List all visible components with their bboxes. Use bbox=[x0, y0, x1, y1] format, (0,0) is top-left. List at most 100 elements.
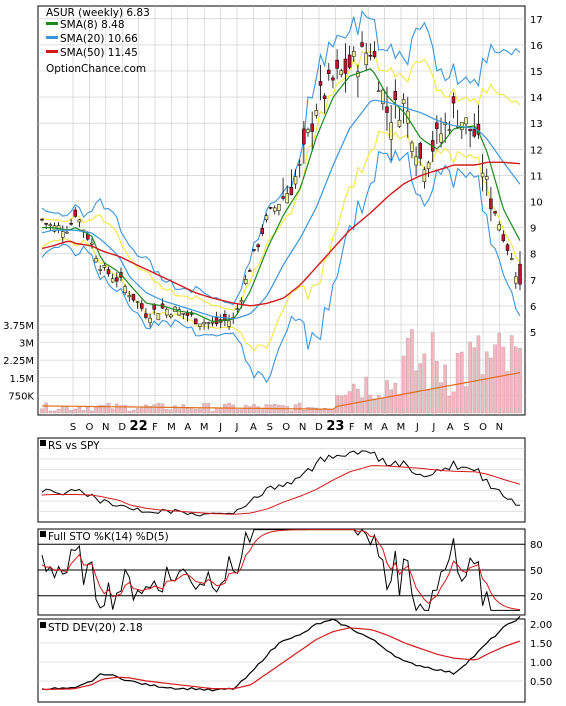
volume-bar bbox=[480, 374, 485, 414]
month-label: M bbox=[397, 422, 406, 433]
volume-tick-label: 1.5M bbox=[9, 374, 34, 385]
volume-bar bbox=[106, 403, 111, 414]
volume-bar bbox=[297, 402, 302, 414]
candle-body bbox=[194, 318, 198, 325]
candle-body bbox=[202, 322, 206, 325]
volume-bar bbox=[476, 335, 481, 414]
candle-body bbox=[351, 51, 356, 57]
candle-body bbox=[289, 186, 294, 196]
candle-body bbox=[206, 322, 211, 324]
volume-bar bbox=[460, 351, 464, 414]
candle-body bbox=[123, 286, 127, 293]
candle-body bbox=[98, 269, 102, 271]
volume-bar bbox=[310, 407, 314, 414]
volume-tick-label: 750K bbox=[8, 391, 34, 402]
month-label: S bbox=[267, 422, 273, 433]
volume-bar bbox=[177, 408, 181, 414]
candle-body bbox=[468, 128, 472, 132]
sma8-line bbox=[42, 68, 521, 323]
std-y-axis: 2.00 1.50 1.00 0.50 bbox=[530, 620, 552, 688]
month-label: M bbox=[167, 422, 176, 433]
candle-body bbox=[277, 204, 281, 211]
candle-body bbox=[318, 81, 323, 86]
month-label: A bbox=[250, 422, 257, 433]
volume-bar bbox=[156, 402, 161, 414]
candle-body bbox=[264, 215, 269, 221]
volume-bar bbox=[447, 396, 452, 414]
candle-body bbox=[273, 207, 277, 212]
price-y-axis: 17 16 15 14 13 12 11 10 9 8 7 6 5 bbox=[530, 15, 543, 339]
sto-tick-label: 20 bbox=[530, 592, 543, 603]
month-label: 22 bbox=[130, 419, 148, 434]
volume-bar bbox=[322, 407, 327, 414]
sto-title: Full STO %K(14) %D(5) bbox=[48, 531, 169, 543]
candle-body bbox=[401, 99, 406, 105]
month-label: A bbox=[381, 422, 388, 433]
rs-title: RS vs SPY bbox=[48, 440, 100, 452]
std-tick-label: 1.50 bbox=[530, 639, 552, 650]
candle-body bbox=[460, 122, 464, 130]
volume-bar bbox=[381, 397, 385, 414]
candle-body bbox=[385, 106, 389, 113]
volume-bar bbox=[73, 408, 78, 414]
candle-body bbox=[169, 314, 173, 318]
candle-body bbox=[410, 142, 414, 152]
legend-sma20-swatch bbox=[46, 36, 58, 39]
candle-body bbox=[239, 299, 244, 303]
volume-bar bbox=[173, 405, 177, 414]
month-axis: S O N D 22 F M A M J J A S O N D 23 F M A M J J A S O N bbox=[70, 419, 503, 434]
month-label: F bbox=[152, 422, 158, 433]
volume-bar bbox=[69, 409, 73, 414]
volume-bar bbox=[493, 344, 497, 414]
volume-bar bbox=[48, 410, 53, 414]
volume-bar bbox=[285, 406, 290, 414]
candle-body bbox=[306, 129, 310, 133]
volume-bar bbox=[218, 408, 223, 414]
candle-body bbox=[94, 258, 98, 263]
volume-bar bbox=[489, 357, 493, 414]
candle-body bbox=[327, 69, 331, 75]
candle-body bbox=[497, 224, 501, 231]
volume-bar bbox=[401, 355, 406, 414]
volume-average-line bbox=[41, 372, 521, 410]
volume-bar bbox=[347, 391, 352, 414]
volume-tick-label: 2.25M bbox=[3, 356, 34, 367]
legend-sma50-swatch bbox=[46, 50, 58, 53]
candle-body bbox=[347, 54, 352, 68]
month-label: N bbox=[102, 422, 109, 433]
sto-k-line bbox=[41, 528, 520, 612]
volume-bar bbox=[144, 404, 148, 414]
volume-bar bbox=[464, 386, 468, 414]
candle-body bbox=[69, 223, 73, 225]
candle-body bbox=[331, 77, 335, 81]
legend-sma50: SMA(50) 11.45 bbox=[60, 47, 138, 59]
std-swatch bbox=[40, 622, 46, 628]
candle-body bbox=[339, 70, 344, 75]
volume-tick-label: 3M bbox=[19, 339, 34, 350]
volume-bar bbox=[248, 406, 252, 414]
volume-bar bbox=[185, 408, 190, 414]
candle-body bbox=[360, 42, 364, 47]
candle-body bbox=[376, 90, 381, 93]
candle-body bbox=[106, 269, 111, 275]
volume-bar bbox=[405, 337, 410, 414]
std-title: STD DEV(20) 2.18 bbox=[48, 622, 143, 634]
volume-bar bbox=[397, 395, 402, 414]
volume-bar bbox=[169, 409, 173, 414]
volume-bar bbox=[451, 391, 456, 414]
month-label: A bbox=[447, 422, 454, 433]
volume-bar bbox=[115, 403, 119, 414]
volume-bar bbox=[335, 395, 339, 414]
volume-bar bbox=[40, 408, 44, 414]
volume-bar bbox=[102, 405, 107, 414]
candle-body bbox=[227, 320, 231, 327]
price-tick-label: 7 bbox=[530, 276, 536, 287]
candle-body bbox=[73, 209, 78, 217]
volume-bar bbox=[44, 402, 48, 414]
price-tick-label: 16 bbox=[530, 41, 543, 52]
candle-body bbox=[418, 143, 422, 159]
volume-bar bbox=[189, 407, 194, 414]
volume-bar bbox=[339, 395, 344, 414]
candle-body bbox=[310, 123, 314, 132]
volume-bar bbox=[94, 406, 98, 414]
